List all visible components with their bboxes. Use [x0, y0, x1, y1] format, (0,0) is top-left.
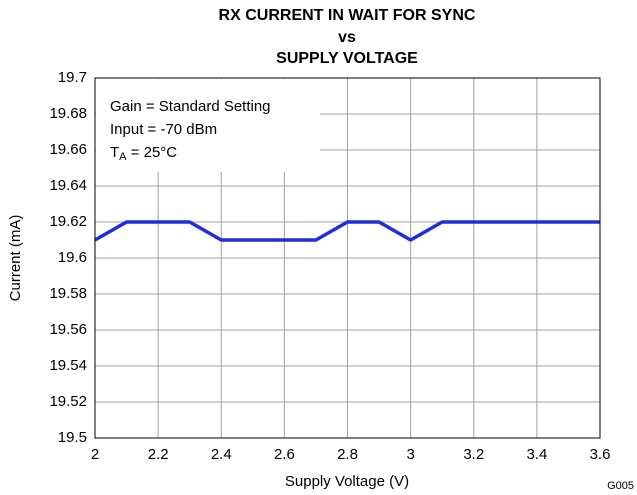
y-tick-label: 19.58 [49, 285, 87, 302]
title-line: SUPPLY VOLTAGE [276, 50, 418, 67]
y-tick-label: 19.7 [58, 69, 87, 86]
x-tick-label: 3 [406, 446, 414, 463]
annotation-part: T [110, 144, 119, 161]
figure-id: G005 [607, 480, 634, 492]
data-line [94, 220, 600, 242]
x-tick-label: 3.4 [526, 446, 547, 463]
annotation: Input = -70 dBm [110, 121, 217, 138]
axes-frame [94, 77, 601, 439]
title-line: RX CURRENT IN WAIT FOR SYNC [219, 7, 476, 24]
y-tick-label: 19.66 [49, 141, 87, 158]
x-tick-label: 3.6 [590, 446, 611, 463]
y-tick-label: 19.5 [58, 429, 87, 446]
x-tick-label: 2 [91, 446, 99, 463]
y-tick-label: 19.64 [49, 177, 87, 194]
x-tick-label: 2.6 [274, 446, 295, 463]
y-tick-label: 19.54 [49, 357, 87, 374]
x-tick-label: 2.8 [337, 446, 358, 463]
annotation-part: = 25°C [127, 144, 178, 161]
annotation: Gain = Standard Setting [110, 98, 271, 115]
x-tick-label: 2.2 [148, 446, 169, 463]
plot [94, 220, 600, 242]
y-tick-label: 19.52 [49, 393, 87, 410]
annotation-box [96, 79, 320, 172]
x-tick-label: 3.2 [463, 446, 484, 463]
annotation-part: A [119, 151, 127, 163]
y-tick-label: 19.62 [49, 213, 87, 230]
x-axis-label: Supply Voltage (V) [285, 473, 409, 490]
y-tick-label: 19.56 [49, 321, 87, 338]
annotation: TA = 25°C [110, 144, 177, 163]
y-axis-label: Current (mA) [7, 215, 24, 302]
y-tick-label: 19.6 [58, 249, 87, 266]
title-line: vs [338, 29, 356, 46]
x-tick-label: 2.4 [211, 446, 232, 463]
y-tick-label: 19.68 [49, 105, 87, 122]
